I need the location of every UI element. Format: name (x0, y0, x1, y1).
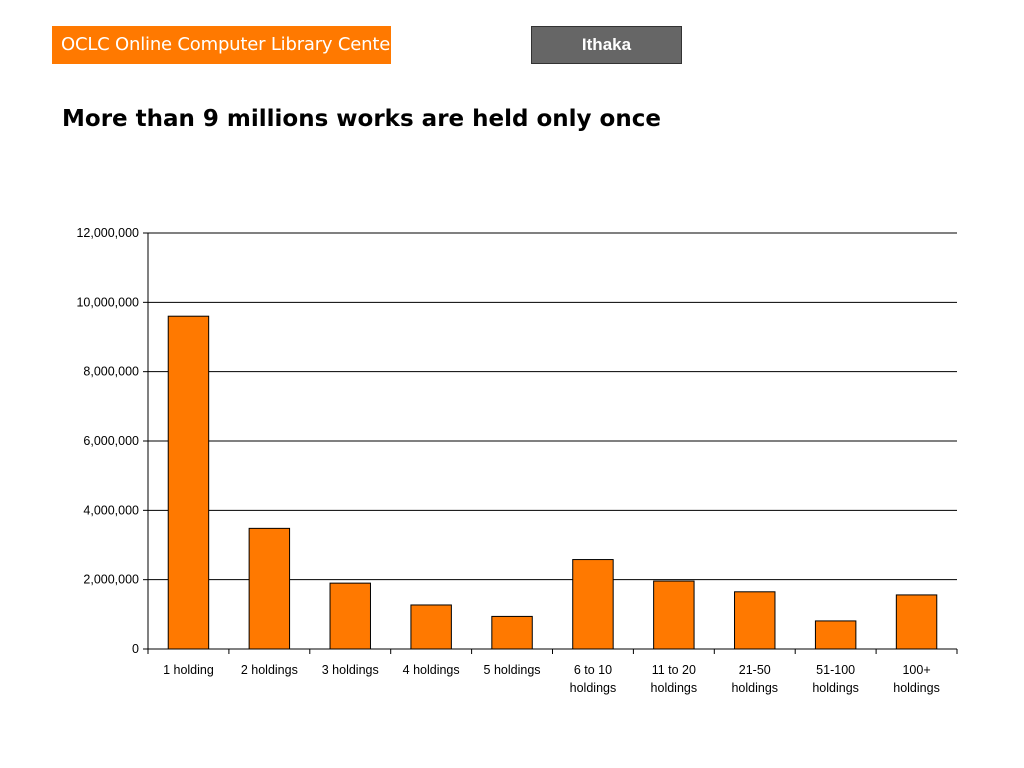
y-tick-label: 0 (132, 642, 139, 656)
x-tick-label: 3 holdings (322, 663, 379, 677)
x-tick-label: 2 holdings (241, 663, 298, 677)
bar (653, 580, 695, 650)
y-tick-label: 6,000,000 (83, 434, 139, 448)
bar (814, 620, 857, 650)
x-tick-label: 6 to 10 (574, 663, 612, 677)
bar (734, 591, 776, 650)
y-tick-label: 8,000,000 (83, 365, 139, 379)
bar (410, 604, 452, 650)
bar (895, 594, 938, 650)
x-tick-label: 21-50 (739, 663, 771, 677)
x-tick-label: 1 holding (163, 663, 214, 677)
x-tick-label: 4 holdings (403, 663, 460, 677)
x-tick-label: holdings (570, 681, 617, 695)
oclc-logo: OCLC Online Computer Library Center (52, 26, 391, 64)
x-tick-label: 51-100 (816, 663, 855, 677)
x-tick-label: 100+ (902, 663, 930, 677)
bar (329, 582, 371, 650)
y-tick-label: 12,000,000 (76, 226, 139, 240)
bar (248, 527, 291, 650)
y-tick-label: 10,000,000 (76, 295, 139, 309)
x-tick-label: holdings (812, 681, 859, 695)
y-tick-label: 4,000,000 (83, 503, 139, 517)
bar (167, 315, 210, 650)
bar (572, 559, 614, 650)
x-tick-label: 5 holdings (484, 663, 541, 677)
y-tick-label: 2,000,000 (83, 573, 139, 587)
x-tick-label: 11 to 20 (652, 663, 696, 677)
x-tick-label: holdings (731, 681, 778, 695)
ithaka-badge: Ithaka (531, 26, 682, 64)
x-tick-label: holdings (893, 681, 940, 695)
page-title: More than 9 millions works are held only… (62, 106, 661, 132)
bar (491, 615, 533, 650)
x-tick-label: holdings (651, 681, 698, 695)
